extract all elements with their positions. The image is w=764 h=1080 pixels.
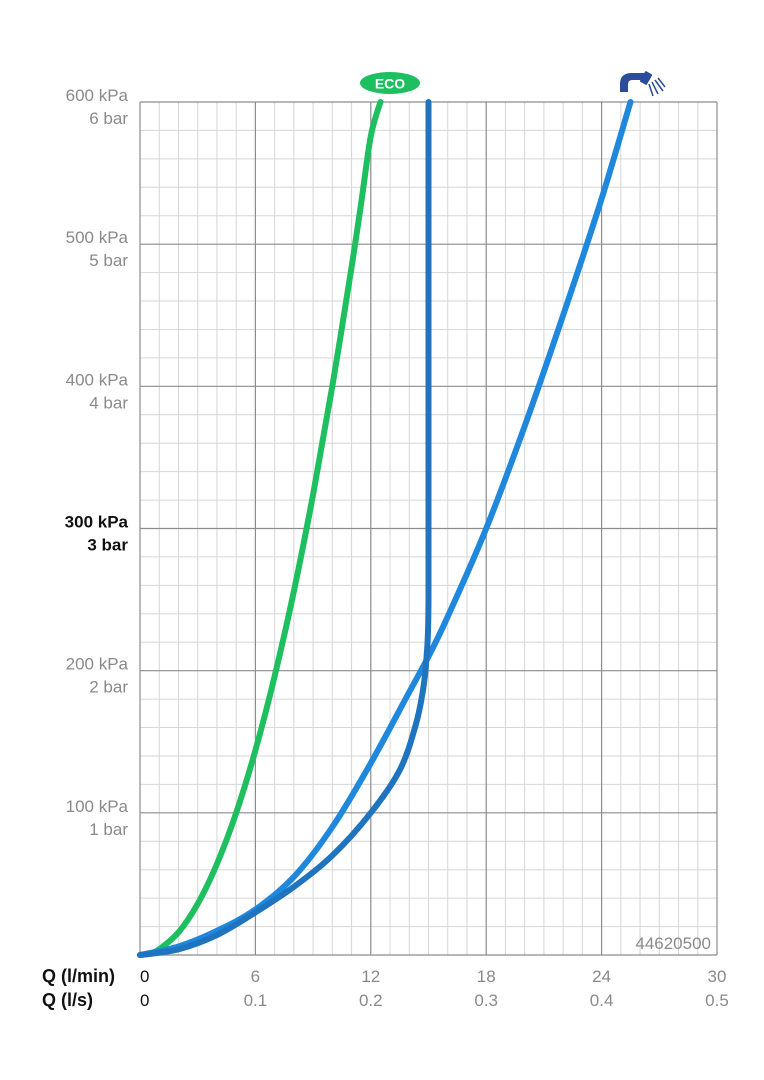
x-tick-label-ls: 0.1 (244, 991, 268, 1010)
x-tick-label-lmin: 18 (477, 967, 496, 986)
shower-head-icon (620, 71, 666, 97)
y-tick-label-kpa: 500 kPa (66, 228, 129, 247)
x-tick-label-lmin: 6 (251, 967, 260, 986)
y-tick-label-bar: 6 bar (89, 109, 128, 128)
eco-badge: ECO (360, 72, 420, 94)
series-eco-line (137, 99, 384, 958)
eco-badge-label: ECO (375, 76, 405, 92)
x-tick-label-ls: 0.5 (705, 991, 729, 1010)
x-tick-label-ls: 0.3 (474, 991, 498, 1010)
y-tick-label-bar: 3 bar (87, 536, 128, 555)
y-tick-label-kpa: 400 kPa (66, 370, 129, 389)
x-tick-label-lmin: 30 (708, 967, 727, 986)
x-tick-label-ls: 0.2 (359, 991, 383, 1010)
curves (137, 99, 634, 958)
eco-badge-shape (360, 72, 420, 94)
y-tick-label-kpa: 600 kPa (66, 86, 129, 105)
y-tick-label-kpa: 200 kPa (66, 655, 129, 674)
y-tick-label-kpa: 300 kPa (65, 513, 129, 532)
x-axis-label-ls: Q (l/s) (42, 990, 93, 1010)
article-number-label: 44620500 (635, 934, 711, 953)
x-tick-label-ls: 0 (140, 991, 149, 1010)
y-tick-label-bar: 5 bar (89, 251, 128, 270)
x-tick-label-lmin: 24 (592, 967, 611, 986)
x-axis-label-lmin: Q (l/min) (42, 966, 115, 986)
x-axis-ticks: 0 0 6 0.1 12 0.2 18 0.3 24 0.4 30 0.5 (140, 967, 729, 1010)
y-tick-label-bar: 2 bar (89, 678, 128, 697)
y-tick-label-bar: 4 bar (89, 393, 128, 412)
y-tick-label-kpa: 100 kPa (66, 797, 129, 816)
x-tick-label-lmin: 12 (361, 967, 380, 986)
x-tick-label-ls: 0.4 (590, 991, 614, 1010)
y-tick-label-bar: 1 bar (89, 820, 128, 839)
y-axis-ticks: 100 kPa 1 bar 200 kPa 2 bar 300 kPa 3 bar 400 … (65, 86, 129, 839)
series-limiter-line (137, 99, 432, 958)
x-tick-label-lmin: 0 (140, 967, 149, 986)
